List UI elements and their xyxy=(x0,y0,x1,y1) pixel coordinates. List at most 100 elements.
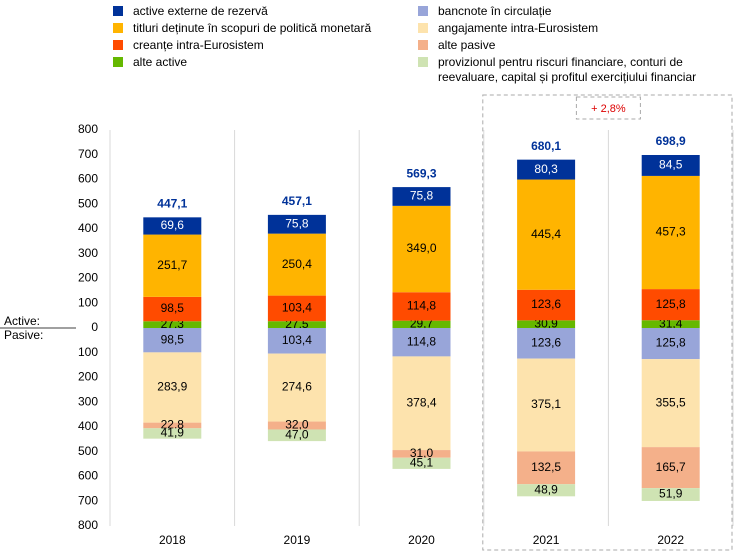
x-tick-label: 2021 xyxy=(533,533,560,547)
bar-segment xyxy=(392,450,451,458)
bar-segment xyxy=(641,320,700,328)
bar-segment xyxy=(267,321,326,328)
bar-segment xyxy=(143,321,202,328)
data-label: 132,5 xyxy=(531,460,561,474)
y-tick-label: 500 xyxy=(78,196,98,210)
legend-swatch xyxy=(113,6,123,16)
bar-segment xyxy=(641,289,700,321)
data-label: 457,3 xyxy=(656,225,686,239)
data-label: 375,1 xyxy=(531,397,561,411)
data-label: 378,4 xyxy=(406,395,436,409)
data-label: 274,6 xyxy=(282,380,312,394)
bar-segment xyxy=(392,187,451,206)
data-label: 355,5 xyxy=(656,395,686,409)
x-tick-label: 2019 xyxy=(284,533,311,547)
total-label: 698,9 xyxy=(656,134,686,148)
bar-segment xyxy=(517,328,576,359)
legend-swatch xyxy=(418,6,428,16)
data-label: 75,8 xyxy=(410,189,434,203)
bar-segment xyxy=(267,328,326,354)
bar-segment xyxy=(392,320,451,328)
legend-label: active externe de rezervă xyxy=(133,4,268,18)
y-tick-label: 600 xyxy=(78,469,98,483)
data-label: 98,5 xyxy=(161,301,185,315)
legend-label: provizionul pentru riscuri financiare, c… xyxy=(438,55,697,84)
data-label: 445,4 xyxy=(531,227,561,241)
data-label: 123,6 xyxy=(531,297,561,311)
y-tick-label: 600 xyxy=(78,172,98,186)
bar-segment xyxy=(267,429,326,442)
bar-segment xyxy=(143,428,202,439)
y-tick-label: 0 xyxy=(91,320,98,334)
data-label: 114,8 xyxy=(407,334,436,348)
bar-segment xyxy=(143,296,202,322)
bar-segment xyxy=(641,175,700,290)
legend-item: creanțe intra-Eurosistem xyxy=(113,38,408,53)
legend-swatch xyxy=(113,23,123,33)
x-tick-label: 2020 xyxy=(408,533,435,547)
bar-segment xyxy=(392,457,451,469)
legend-swatch xyxy=(113,40,123,50)
data-label: 75,8 xyxy=(285,216,309,230)
legend-item: bancnote în circulație xyxy=(418,4,718,19)
data-label: 283,9 xyxy=(157,380,187,394)
bar-segment xyxy=(392,356,451,451)
bar-segment xyxy=(517,484,576,497)
data-label: 45,1 xyxy=(410,455,434,469)
bar-segment xyxy=(641,328,700,360)
bar-segment xyxy=(517,358,576,452)
y-tick-label: 700 xyxy=(78,147,98,161)
data-label: 22,8 xyxy=(161,418,185,432)
legend-label: bancnote în circulație xyxy=(438,4,552,18)
data-label: 31,0 xyxy=(410,446,434,460)
bar-segment xyxy=(392,292,451,321)
data-label: 103,4 xyxy=(282,333,312,347)
legend-item: alte active xyxy=(113,55,408,70)
data-label: 84,5 xyxy=(659,158,683,172)
legend-swatch xyxy=(418,23,428,33)
data-label: 103,4 xyxy=(282,301,312,315)
legend-item: provizionul pentru riscuri financiare, c… xyxy=(418,55,718,85)
data-label: 251,7 xyxy=(157,258,187,272)
data-label: 165,7 xyxy=(656,460,686,474)
bar-segment xyxy=(267,295,326,322)
y-tick-label: 700 xyxy=(78,493,98,507)
bar-segment xyxy=(392,328,451,357)
data-label: 98,5 xyxy=(161,332,185,346)
legend-swatch xyxy=(418,57,428,67)
bar-segment xyxy=(641,488,700,501)
data-label: 125,8 xyxy=(656,297,686,311)
bar-segment xyxy=(143,217,202,235)
annotation: + 2,8% xyxy=(591,103,626,115)
data-label: 32,0 xyxy=(285,418,309,432)
y-tick-label: 200 xyxy=(78,370,98,384)
highlight-box xyxy=(482,94,733,551)
y-tick-label: 200 xyxy=(78,271,98,285)
legend-label: titluri deținute în scopuri de politică … xyxy=(133,21,372,35)
y-tick-label: 300 xyxy=(78,246,98,260)
legend-label: alte active xyxy=(133,55,188,69)
bar-segment xyxy=(267,214,326,234)
legend-item: angajamente intra-Eurosistem xyxy=(418,21,718,36)
y-tick-label: 500 xyxy=(78,444,98,458)
data-label: 349,0 xyxy=(406,241,436,255)
data-label: 114,8 xyxy=(407,299,436,313)
bar-segment xyxy=(517,289,576,321)
bar-segment xyxy=(143,352,202,423)
y-tick-label: 100 xyxy=(78,295,98,309)
legend-label: alte pasive xyxy=(438,38,496,52)
legend-item: alte pasive xyxy=(418,38,718,53)
total-label: 457,1 xyxy=(282,194,312,208)
bar-segment xyxy=(517,179,576,290)
legend-swatch xyxy=(113,57,123,67)
y-tick-label: 400 xyxy=(78,419,98,433)
bar-segment xyxy=(517,451,576,485)
data-label: 48,9 xyxy=(534,482,558,496)
legend-swatch xyxy=(418,40,428,50)
bar-segment xyxy=(267,421,326,430)
data-label: 250,4 xyxy=(282,257,312,271)
y-tick-label: 800 xyxy=(78,518,98,532)
legend-item: titluri deținute în scopuri de politică … xyxy=(113,21,408,36)
